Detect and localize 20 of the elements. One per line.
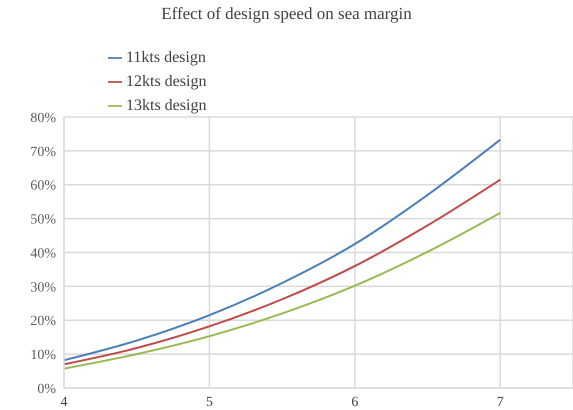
line-series	[64, 138, 502, 362]
x-tick-label: 4	[60, 394, 68, 410]
y-tick-label: 80%	[30, 110, 56, 126]
y-tick-label: 30%	[30, 280, 56, 296]
legend-label: 13kts design	[126, 97, 206, 114]
y-tick-label: 60%	[30, 178, 56, 194]
y-tick-label: 50%	[30, 212, 56, 228]
chart-title: Effect of design speed on sea margin	[160, 3, 413, 25]
legend-label: 11kts design	[126, 49, 206, 66]
y-tick-label: 20%	[30, 314, 56, 330]
line-series	[64, 178, 502, 366]
x-tick-label: 6	[351, 394, 358, 410]
y-tick-label: 10%	[30, 348, 56, 364]
y-tick-label: 40%	[30, 246, 56, 262]
legend-label: 12kts design	[126, 73, 206, 90]
x-tick-label: 5	[206, 394, 213, 410]
y-tick-label: 70%	[30, 144, 56, 160]
y-tick-label: 0%	[37, 382, 56, 397]
line-series	[64, 212, 502, 370]
x-tick-label: 7	[496, 394, 504, 410]
